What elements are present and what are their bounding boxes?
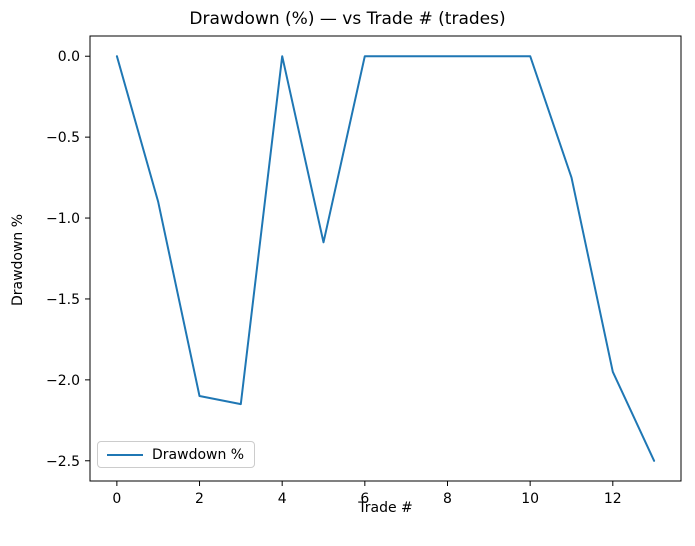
y-tick-label: −2.5 — [46, 454, 80, 470]
y-tick-label: 0.0 — [58, 49, 80, 65]
x-tick-label: 2 — [195, 491, 204, 507]
x-axis-label: Trade # — [358, 500, 413, 516]
x-tick-label: 10 — [521, 491, 539, 507]
x-tick-label: 4 — [278, 491, 287, 507]
drawdown-line — [115, 55, 656, 462]
y-tick-label: −1.0 — [46, 211, 80, 227]
y-tick-label: −2.0 — [46, 373, 80, 389]
chart-title: Drawdown (%) — vs Trade # (trades) — [189, 9, 506, 29]
legend-line-sample-icon — [107, 453, 143, 456]
axes-frame — [89, 35, 682, 482]
legend-label: Drawdown % — [152, 446, 245, 463]
legend: Drawdown % — [97, 441, 256, 468]
y-tick-label: −0.5 — [46, 130, 80, 146]
x-tick-label: 6 — [360, 491, 369, 507]
x-tick-label: 8 — [443, 491, 452, 507]
x-tick-label: 0 — [112, 491, 121, 507]
x-tick-label: 12 — [604, 491, 622, 507]
y-tick-label: −1.5 — [46, 292, 80, 308]
